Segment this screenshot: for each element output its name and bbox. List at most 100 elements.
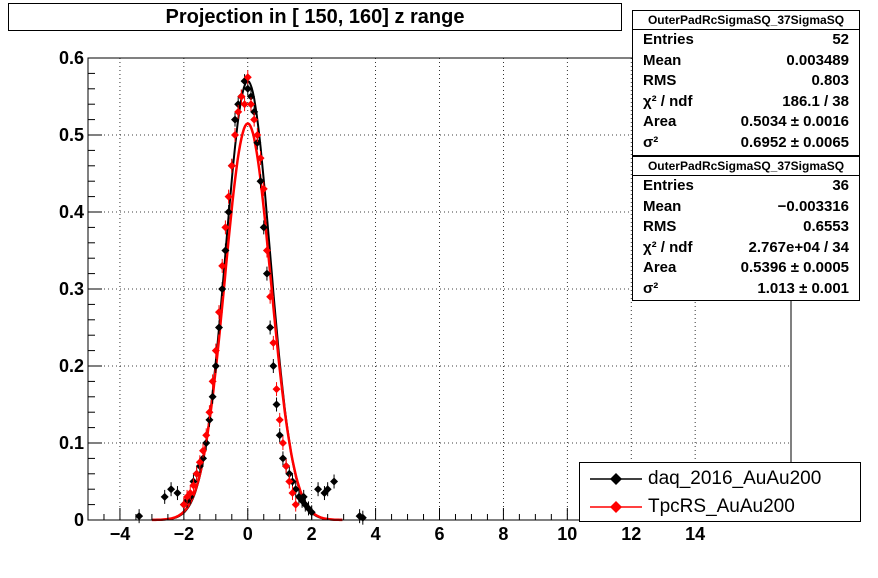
- data-points: [135, 70, 367, 525]
- y-tick-label: 0.2: [59, 356, 84, 376]
- data-point-0: [314, 485, 323, 494]
- data-point-1: [205, 408, 214, 417]
- y-tick-label: 0.6: [59, 48, 84, 68]
- data-point-1: [240, 100, 249, 109]
- data-point-0: [234, 100, 243, 109]
- data-point-0: [299, 492, 308, 501]
- data-point-1: [285, 477, 294, 486]
- data-point-1: [253, 131, 262, 139]
- data-point-1: [272, 385, 281, 394]
- data-point-0: [278, 454, 287, 463]
- data-point-0: [218, 285, 227, 293]
- y-tick-label: 0: [74, 510, 84, 530]
- data-point-0: [215, 323, 224, 332]
- x-tick-label: 6: [434, 524, 444, 544]
- data-point-1: [224, 192, 233, 201]
- legend-label: TpcRS_AuAu200: [648, 496, 795, 517]
- data-point-1: [221, 223, 230, 232]
- data-point-0: [262, 269, 271, 278]
- stats-row-sigma2: σ² 1.013 ± 0.001: [643, 279, 849, 297]
- stats-row-area: Area 0.5396 ± 0.0005: [643, 259, 849, 277]
- data-point-1: [208, 377, 217, 386]
- legend: daq_2016_AuAu200 TpcRS_AuAu200: [579, 462, 861, 522]
- data-point-1: [186, 489, 195, 498]
- x-tick-label: 14: [685, 524, 705, 544]
- data-point-0: [256, 177, 265, 186]
- stats-row-chi2: χ² / ndf 186.1 / 38: [643, 92, 849, 110]
- data-point-1: [179, 500, 188, 509]
- data-point-1: [275, 415, 284, 424]
- data-point-0: [160, 492, 169, 501]
- stats-row-entries: Entries 36: [643, 177, 849, 194]
- data-point-1: [243, 73, 252, 82]
- x-tick-label: −4: [110, 524, 131, 544]
- fit-curve-1: [151, 121, 343, 522]
- legend-entry-daq: daq_2016_AuAu200: [580, 465, 860, 493]
- fit-curve-0: [151, 79, 343, 521]
- data-point-0: [167, 485, 176, 494]
- data-point-1: [246, 100, 255, 109]
- stats-box-1: OuterPadRcSigmaSQ_37SigmaSQ Entries 52 Me…: [632, 10, 860, 156]
- legend-marker-red-icon: [590, 501, 642, 513]
- x-tick-label: 8: [498, 524, 508, 544]
- data-point-0: [230, 115, 239, 124]
- data-point-1: [262, 246, 271, 255]
- data-point-1: [230, 131, 239, 139]
- y-axis: 0 0.1 0.2 0.3 0.4 0.5 0.6: [59, 48, 102, 530]
- data-point-0: [250, 107, 259, 116]
- stats-row-mean: Mean 0.003489: [643, 51, 849, 69]
- x-tick-label: 2: [307, 524, 317, 544]
- data-point-1: [218, 261, 227, 270]
- data-point-1: [199, 446, 208, 455]
- data-point-1: [291, 500, 300, 509]
- y-tick-label: 0.3: [59, 279, 84, 299]
- stats-row-rms: RMS 0.803: [643, 72, 849, 90]
- data-point-1: [234, 107, 243, 116]
- data-point-0: [323, 485, 332, 494]
- data-point-0: [208, 392, 217, 401]
- data-point-0: [259, 223, 268, 232]
- data-point-1: [269, 338, 278, 347]
- data-point-0: [202, 439, 211, 447]
- data-point-0: [246, 92, 255, 101]
- stats-box-title: OuterPadRcSigmaSQ_37SigmaSQ: [633, 11, 859, 30]
- fit-curves: [151, 79, 343, 522]
- x-tick-label: 4: [371, 524, 381, 544]
- data-point-1: [227, 161, 236, 170]
- data-point-0: [266, 323, 275, 332]
- data-point-1: [192, 469, 201, 478]
- data-point-1: [256, 154, 265, 163]
- data-point-0: [243, 84, 252, 93]
- data-point-0: [211, 362, 220, 370]
- x-tick-label: 10: [557, 524, 577, 544]
- data-point-0: [285, 469, 294, 478]
- data-point-1: [202, 431, 211, 440]
- stats-row-entries: Entries 52: [643, 31, 849, 48]
- data-point-1: [282, 462, 291, 471]
- data-point-1: [266, 292, 275, 301]
- data-point-0: [205, 415, 214, 424]
- legend-label: daq_2016_AuAu200: [648, 468, 822, 489]
- stats-row-mean: Mean −0.003316: [643, 197, 849, 215]
- stats-box-2: OuterPadRcSigmaSQ_37SigmaSQ Entries 36 Me…: [632, 156, 860, 301]
- y-tick-label: 0.4: [59, 202, 84, 222]
- stats-row-rms: RMS 0.6553: [643, 218, 849, 236]
- chart-title: Projection in [ 150, 160] z range: [8, 3, 622, 31]
- data-point-0: [272, 400, 281, 409]
- stats-row-chi2: χ² / ndf 2.767e+04 / 34: [643, 238, 849, 256]
- legend-entry-tpcrs: TpcRS_AuAu200: [580, 493, 860, 521]
- data-point-1: [189, 481, 198, 490]
- data-point-0: [135, 512, 144, 521]
- data-point-0: [275, 431, 284, 440]
- data-point-1: [288, 489, 297, 498]
- x-tick-label: 12: [621, 524, 641, 544]
- data-point-0: [224, 208, 233, 216]
- y-tick-label: 0.5: [59, 125, 84, 145]
- data-point-0: [221, 246, 230, 255]
- data-point-0: [269, 362, 278, 370]
- stats-row-sigma2: σ² 0.6952 ± 0.0065: [643, 133, 849, 151]
- legend-marker-black-icon: [590, 473, 642, 485]
- data-point-1: [250, 115, 259, 124]
- x-tick-label: −2: [174, 524, 195, 544]
- data-point-0: [330, 477, 339, 486]
